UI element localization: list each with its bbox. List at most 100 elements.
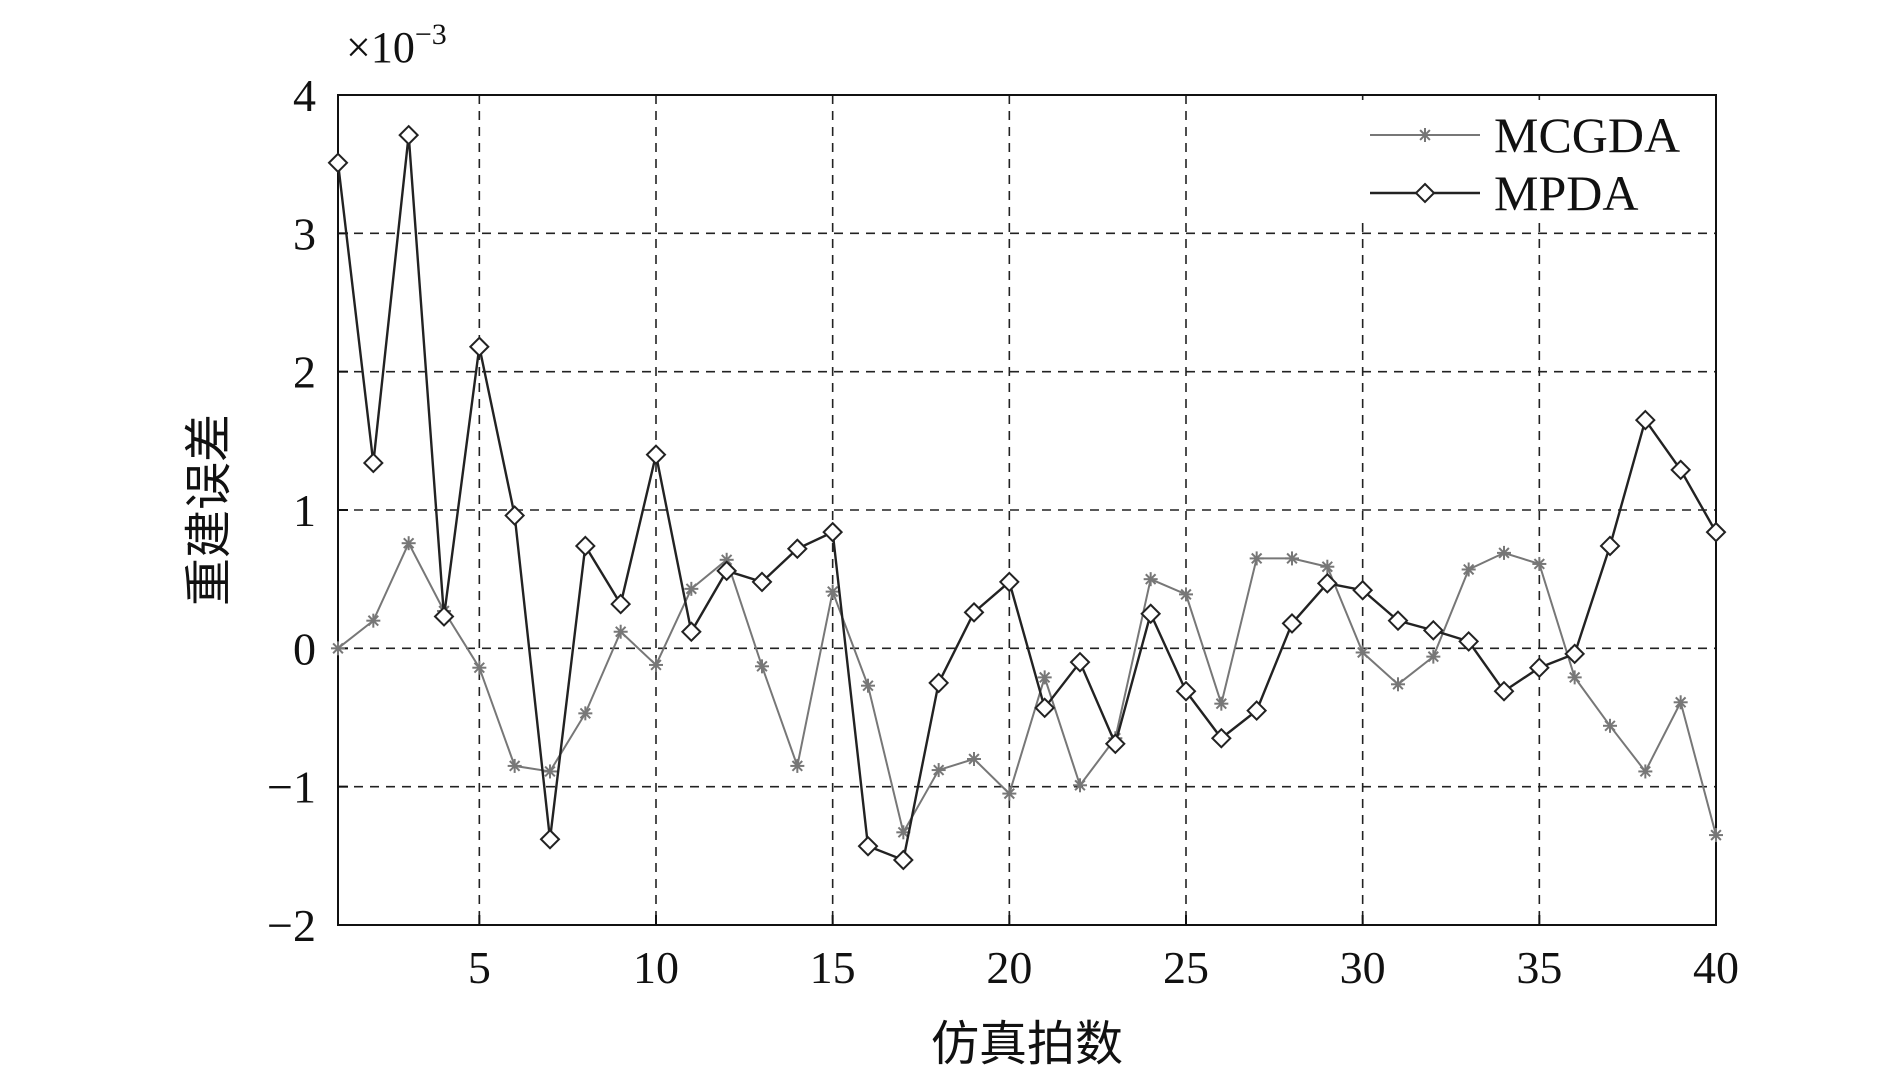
data-point-mpda: [680, 621, 702, 643]
x-tick-label: 30: [1340, 942, 1386, 993]
data-point-mpda: [1034, 697, 1056, 719]
data-point-mpda: [1281, 613, 1303, 634]
data-point-mcgda: [1179, 587, 1193, 602]
data-point-mpda: [610, 593, 632, 615]
data-point-mcgda: [507, 758, 522, 773]
x-tick-label: 35: [1516, 942, 1562, 993]
data-point-mcgda: [1603, 718, 1617, 733]
y-axis-label: 重建误差: [181, 414, 237, 606]
data-point-mcgda: [578, 706, 593, 721]
data-point-mpda: [1493, 680, 1515, 702]
data-point-mcgda: [825, 584, 840, 599]
data-point-mpda: [574, 535, 596, 557]
data-point-mpda: [1599, 535, 1621, 557]
legend-marker-symbol: [1418, 128, 1432, 142]
x-tick-label: 20: [986, 942, 1032, 993]
data-point-mpda: [1705, 521, 1727, 543]
x-tick-label: 40: [1693, 942, 1739, 993]
y-axis-multiplier: ×10−3: [346, 18, 447, 72]
data-point-mcgda: [1709, 828, 1723, 843]
data-point-mpda: [468, 336, 490, 358]
legend-label-mpda: MPDA: [1494, 165, 1638, 221]
data-point-mcgda: [684, 581, 699, 596]
data-point-mcgda: [472, 660, 487, 675]
data-point-mpda: [504, 505, 526, 526]
data-point-mcgda: [861, 678, 875, 693]
x-tick-label: 10: [633, 942, 679, 993]
legend-marker-mcgda: [1418, 128, 1432, 142]
data-point-mpda: [716, 560, 738, 582]
data-point-mcgda: [1143, 572, 1158, 587]
data-point-mpda: [433, 606, 455, 627]
series-mpda: [327, 124, 1727, 871]
data-point-mpda: [751, 571, 773, 593]
data-point-mpda: [963, 601, 985, 623]
data-point-mcgda: [1638, 764, 1653, 779]
data-point-mcgda: [366, 613, 381, 628]
data-point-mpda: [998, 571, 1020, 593]
data-point-mcgda: [1037, 670, 1052, 685]
data-point-mcgda: [790, 758, 805, 773]
data-point-mcgda: [401, 536, 416, 551]
data-point-mpda: [539, 828, 561, 850]
data-point-mcgda: [1532, 556, 1547, 571]
data-point-mpda: [1352, 579, 1374, 601]
legend-label-mcgda: MCGDA: [1494, 107, 1680, 163]
axis-ticks: 5 10 15 20 25 30 35 40 −2 −1 0 1 2 3 4: [267, 70, 1739, 993]
data-point-mpda: [892, 849, 914, 871]
y-multiplier-base: ×10: [346, 23, 415, 72]
data-point-mcgda: [1285, 551, 1299, 566]
series-line-mpda: [336, 134, 1718, 862]
data-point-mpda: [362, 452, 384, 474]
data-point-mcgda: [1673, 695, 1688, 710]
data-point-mpda: [1458, 631, 1480, 652]
legend-marker-mpda: [1414, 182, 1436, 204]
data-point-mcgda: [613, 624, 628, 639]
data-point-mcgda: [1002, 786, 1017, 801]
data-point-mpda: [1564, 643, 1586, 665]
data-point-mcgda: [1426, 649, 1441, 664]
data-point-mcgda: [1249, 551, 1264, 566]
data-point-mcgda: [543, 764, 557, 779]
x-axis-label: 仿真拍数: [931, 1016, 1123, 1072]
data-point-mcgda: [1391, 677, 1405, 692]
data-point-mpda: [1670, 459, 1692, 481]
data-point-mcgda: [1355, 645, 1370, 660]
data-point-mcgda: [1214, 696, 1229, 711]
data-point-mpda: [398, 124, 420, 146]
series-mcgda: [331, 536, 1723, 843]
y-tick-label: 2: [293, 347, 316, 398]
data-point-mcgda: [967, 752, 981, 766]
data-point-mpda: [1140, 603, 1162, 625]
x-tick-label: 25: [1163, 942, 1209, 993]
data-point-mcgda: [755, 659, 769, 674]
data-point-mpda: [1387, 610, 1409, 632]
data-point-mcgda: [1320, 559, 1335, 574]
data-point-mcgda: [1073, 778, 1087, 793]
series-group: [327, 124, 1727, 871]
data-point-mpda: [645, 444, 667, 466]
series-line-mcgda: [337, 540, 1717, 836]
y-tick-label: 1: [293, 485, 316, 536]
data-point-mpda: [1210, 727, 1232, 749]
data-point-mpda: [928, 672, 950, 694]
legend-background: [1360, 100, 1710, 220]
data-point-mpda: [327, 152, 349, 174]
data-point-mcgda: [931, 763, 946, 778]
data-point-mpda: [1246, 700, 1268, 721]
x-tick-label: 15: [810, 942, 856, 993]
legend: MCGDA MPDA: [1360, 100, 1710, 221]
data-point-mpda: [822, 521, 844, 543]
data-point-mcgda: [331, 641, 345, 656]
y-tick-label: 3: [293, 208, 316, 259]
data-point-mcgda: [1461, 562, 1476, 577]
data-point-mcgda: [1567, 670, 1582, 685]
data-point-mpda: [1104, 733, 1126, 755]
data-point-mpda: [857, 835, 879, 857]
data-point-mpda: [1069, 651, 1091, 673]
data-point-mcgda: [1497, 545, 1511, 560]
data-point-mpda: [1422, 619, 1444, 641]
y-tick-label: −2: [267, 900, 316, 951]
y-tick-label: 4: [293, 70, 316, 121]
y-tick-label: −1: [267, 762, 316, 813]
